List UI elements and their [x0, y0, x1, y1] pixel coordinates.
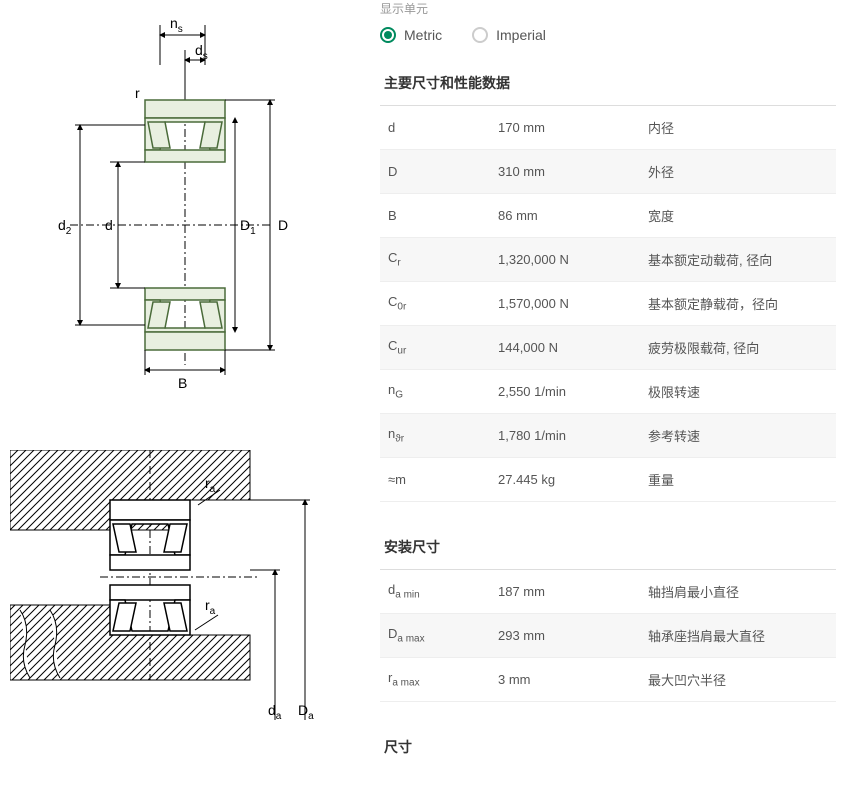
main-data-table: d170 mm内径D310 mm外径B86 mm宽度Cr1,320,000 N基…	[380, 105, 836, 502]
param-symbol: Cr	[380, 238, 490, 282]
units-radio-group: Metric Imperial	[380, 27, 836, 43]
label-ra2: ra	[205, 597, 216, 617]
param-value: 1,320,000 N	[490, 238, 640, 282]
param-symbol: B	[380, 194, 490, 238]
label-B: B	[178, 375, 187, 390]
param-desc: 基本额定静载荷，径向	[640, 282, 836, 326]
param-value: 187 mm	[490, 570, 640, 614]
label-D1: D1	[240, 217, 256, 237]
table-row: B86 mm宽度	[380, 194, 836, 238]
param-desc: 疲劳极限载荷, 径向	[640, 326, 836, 370]
table-row: Cr1,320,000 N基本额定动载荷, 径向	[380, 238, 836, 282]
param-symbol: d	[380, 106, 490, 150]
section-dims-title: 尺寸	[380, 737, 836, 757]
param-value: 2,550 1/min	[490, 370, 640, 414]
param-value: 86 mm	[490, 194, 640, 238]
param-desc: 参考转速	[640, 414, 836, 458]
data-column: 显示单元 Metric Imperial 主要尺寸和性能数据 d170 mm内径…	[370, 0, 846, 800]
param-symbol: Da max	[380, 614, 490, 658]
param-desc: 轴挡肩最小直径	[640, 570, 836, 614]
diagrams-column: ns ds r r	[0, 0, 370, 800]
param-desc: 内径	[640, 106, 836, 150]
units-label: 显示单元	[380, 0, 836, 17]
label-ds: ds	[195, 42, 208, 62]
radio-icon	[380, 27, 396, 43]
param-desc: 基本额定动载荷, 径向	[640, 238, 836, 282]
param-symbol: Cur	[380, 326, 490, 370]
table-row: da min187 mm轴挡肩最小直径	[380, 570, 836, 614]
param-symbol: ra max	[380, 658, 490, 702]
param-desc: 宽度	[640, 194, 836, 238]
table-row: nϑr1,780 1/min参考转速	[380, 414, 836, 458]
label-d: d	[105, 217, 113, 233]
radio-icon	[472, 27, 488, 43]
table-row: ra max3 mm最大凹穴半径	[380, 658, 836, 702]
param-value: 144,000 N	[490, 326, 640, 370]
bearing-diagram-mounting: ra ra da Da	[10, 450, 360, 730]
param-desc: 外径	[640, 150, 836, 194]
table-row: ≈m27.445 kg重量	[380, 458, 836, 502]
bearing-diagram-main: ns ds r r	[10, 10, 360, 390]
param-symbol: D	[380, 150, 490, 194]
param-value: 310 mm	[490, 150, 640, 194]
label-ns: ns	[170, 15, 183, 35]
param-symbol: nG	[380, 370, 490, 414]
param-symbol: C0r	[380, 282, 490, 326]
param-desc: 重量	[640, 458, 836, 502]
radio-imperial-label: Imperial	[496, 27, 546, 43]
table-row: C0r1,570,000 N基本额定静载荷，径向	[380, 282, 836, 326]
param-value: 293 mm	[490, 614, 640, 658]
radio-metric[interactable]: Metric	[380, 27, 442, 43]
label-D: D	[278, 217, 288, 233]
section-main-title: 主要尺寸和性能数据	[380, 73, 836, 93]
table-row: Cur144,000 N疲劳极限载荷, 径向	[380, 326, 836, 370]
mounting-data-table: da min187 mm轴挡肩最小直径Da max293 mm轴承座挡肩最大直径…	[380, 569, 836, 702]
radio-metric-label: Metric	[404, 27, 442, 43]
label-Da: Da	[298, 702, 314, 722]
param-value: 1,780 1/min	[490, 414, 640, 458]
radio-imperial[interactable]: Imperial	[472, 27, 546, 43]
label-da: da	[268, 702, 282, 722]
table-row: d170 mm内径	[380, 106, 836, 150]
label-r1: r	[135, 85, 140, 101]
table-row: D310 mm外径	[380, 150, 836, 194]
table-row: nG2,550 1/min极限转速	[380, 370, 836, 414]
section-mounting-title: 安装尺寸	[380, 537, 836, 557]
param-desc: 极限转速	[640, 370, 836, 414]
param-desc: 最大凹穴半径	[640, 658, 836, 702]
param-symbol: ≈m	[380, 458, 490, 502]
param-value: 3 mm	[490, 658, 640, 702]
param-symbol: nϑr	[380, 414, 490, 458]
param-desc: 轴承座挡肩最大直径	[640, 614, 836, 658]
param-value: 170 mm	[490, 106, 640, 150]
label-d2: d2	[58, 217, 72, 237]
param-symbol: da min	[380, 570, 490, 614]
param-value: 1,570,000 N	[490, 282, 640, 326]
param-value: 27.445 kg	[490, 458, 640, 502]
table-row: Da max293 mm轴承座挡肩最大直径	[380, 614, 836, 658]
